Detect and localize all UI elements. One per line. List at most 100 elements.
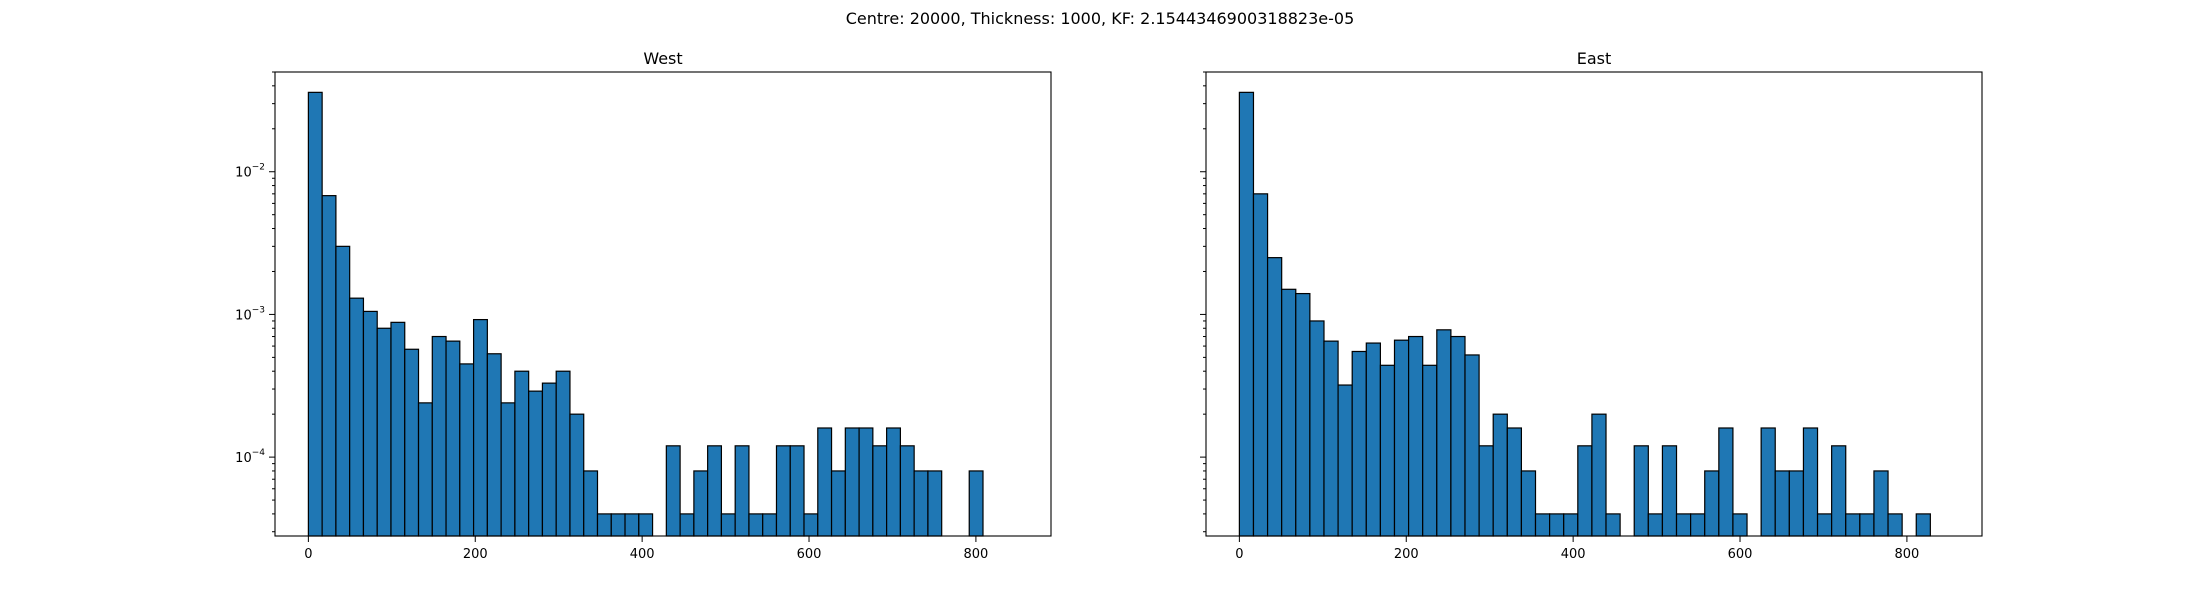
west-bar — [459, 363, 475, 537]
west-bar — [789, 445, 805, 537]
west-bar — [596, 513, 612, 537]
east-bar — [1549, 513, 1565, 537]
west-x-tick-label: 600 — [797, 547, 822, 562]
east-bar — [1915, 513, 1931, 537]
east-bar — [1887, 513, 1903, 537]
west-bars — [307, 91, 984, 537]
east-bar — [1690, 513, 1706, 537]
east-bar — [1788, 470, 1805, 537]
west-bar — [610, 513, 626, 537]
west-y-tick-exp: −2 — [252, 163, 265, 173]
east-bar — [1591, 413, 1607, 537]
east-bar — [1281, 288, 1297, 537]
east-bar — [1464, 354, 1480, 537]
west-bar — [431, 335, 447, 537]
west-bar — [844, 427, 860, 537]
west-bar — [817, 427, 833, 537]
west-bar — [514, 370, 530, 537]
west-bar — [472, 318, 488, 537]
east-bar — [1478, 445, 1494, 537]
west-bar — [693, 470, 709, 537]
west-bar — [707, 445, 723, 537]
figure-suptitle: Centre: 20000, Thickness: 1000, KF: 2.15… — [846, 9, 1355, 28]
west-x-tick-label: 200 — [463, 547, 488, 562]
west-bar — [748, 513, 764, 537]
east-bar — [1450, 335, 1466, 537]
east-bar — [1816, 513, 1833, 537]
east-bar — [1238, 91, 1255, 537]
east-bar — [1266, 257, 1283, 537]
east-bar — [1323, 340, 1339, 537]
west-panel-title: West — [643, 49, 682, 68]
west-bar — [886, 427, 901, 537]
west-bar — [417, 402, 433, 537]
east-bar — [1633, 445, 1649, 537]
west-bar — [307, 91, 323, 537]
east-bar — [1534, 513, 1551, 537]
west-bar — [528, 390, 544, 537]
west-y-tick-label: 10−2 — [235, 163, 265, 181]
west-bar — [445, 340, 461, 537]
east-bar — [1252, 193, 1269, 537]
west-bar — [500, 402, 516, 537]
east-bar — [1873, 470, 1889, 537]
west-bar — [927, 470, 943, 537]
west-y-tick-exp: −4 — [252, 448, 266, 458]
west-y-tick-base: 10 — [235, 166, 252, 181]
west-bar — [349, 297, 365, 537]
east-bar — [1365, 342, 1381, 537]
west-bar — [858, 427, 874, 537]
west-bar — [335, 245, 351, 537]
east-x-tick-label: 800 — [1894, 547, 1919, 562]
west-y-tick-exp: −3 — [252, 305, 265, 315]
east-bar — [1704, 470, 1720, 537]
east-bar — [1859, 513, 1875, 537]
west-bar — [541, 382, 557, 537]
east-panel-title: East — [1577, 49, 1612, 68]
east-bar — [1577, 445, 1593, 537]
east-x-tick-label: 0 — [1235, 547, 1243, 562]
east-bar — [1337, 384, 1353, 537]
east-bar — [1718, 427, 1734, 537]
east-bar — [1647, 513, 1664, 537]
west-bar — [775, 445, 791, 537]
east-bar — [1732, 513, 1748, 537]
east-bar — [1407, 335, 1424, 537]
west-bar — [583, 470, 599, 537]
west-y-tick-base: 10 — [235, 308, 252, 323]
west-y-tick-label: 10−4 — [235, 448, 265, 466]
west-bar — [390, 321, 406, 537]
west-y-tick-label: 10−3 — [235, 305, 265, 323]
east-axes-frame — [1205, 71, 1983, 537]
east-bar — [1605, 513, 1621, 537]
west-bar — [872, 445, 888, 537]
west-bar — [638, 513, 654, 537]
east-bar — [1520, 470, 1537, 537]
west-bar — [913, 470, 929, 537]
east-bar — [1802, 427, 1819, 537]
east-bar — [1351, 350, 1367, 537]
east-histogram-panel: East 0 200 400 600 800 — [1200, 49, 1983, 562]
west-bar — [665, 445, 681, 537]
west-x-tick-label: 800 — [963, 547, 988, 562]
east-x-tick-label: 600 — [1728, 547, 1753, 562]
west-bar — [762, 513, 778, 537]
west-bar — [968, 470, 984, 537]
west-bar — [679, 513, 695, 537]
east-bar — [1774, 470, 1790, 537]
east-bar — [1831, 445, 1847, 537]
east-x-tick-label: 400 — [1561, 547, 1586, 562]
west-bar — [362, 310, 378, 537]
west-bar — [830, 470, 846, 537]
west-bar — [569, 413, 585, 537]
west-bar — [555, 370, 571, 537]
east-bar — [1422, 364, 1438, 537]
east-bar — [1309, 320, 1325, 537]
west-bar — [803, 513, 819, 537]
west-bar — [404, 348, 420, 537]
west-bar — [720, 513, 736, 537]
east-bar — [1760, 427, 1776, 537]
west-x-tick-label: 400 — [630, 547, 655, 562]
west-bar — [624, 513, 640, 537]
